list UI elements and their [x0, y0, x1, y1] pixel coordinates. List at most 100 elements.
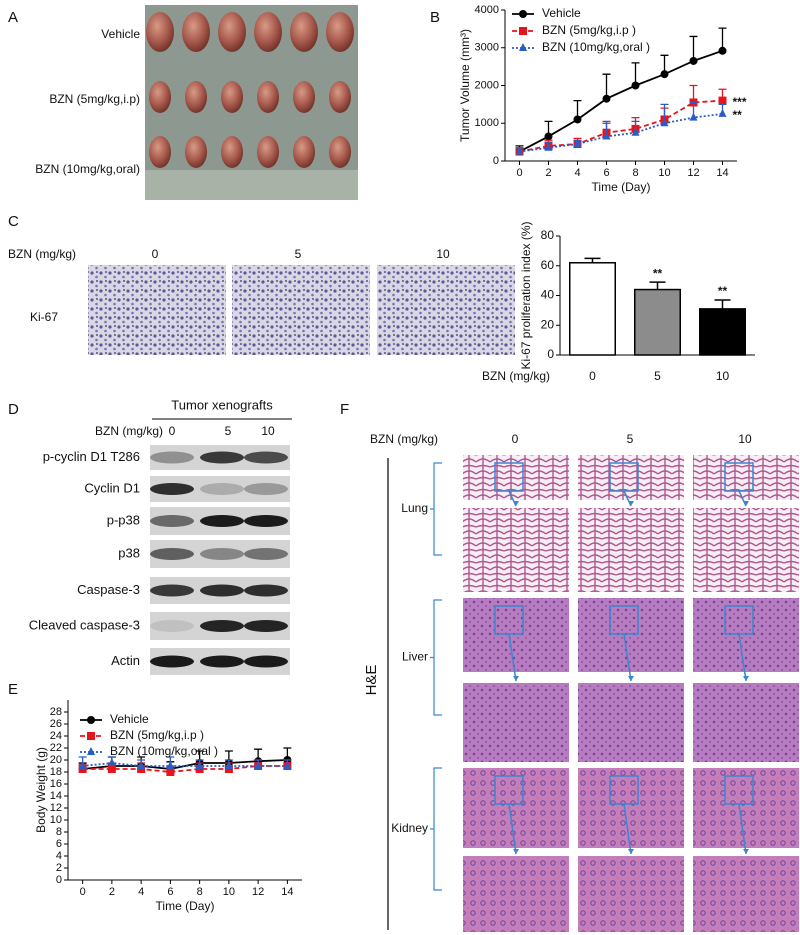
blot-title: Tumor xenografts: [171, 397, 273, 412]
band: [200, 584, 244, 597]
point: [137, 761, 146, 769]
x-tick-label: 14: [716, 167, 728, 179]
tumor: [221, 136, 243, 168]
series-line: [82, 765, 288, 773]
tissue-image: [578, 856, 684, 932]
significance: **: [733, 108, 743, 122]
x-tick-label: 4: [138, 886, 144, 898]
protein-label: Cyclin D1: [84, 480, 140, 495]
y-tick-label: 14: [50, 790, 62, 802]
y-tick-label: 28: [50, 706, 62, 718]
tissue-image: [463, 598, 569, 672]
y-tick-label: 2000: [475, 79, 499, 91]
point: [107, 758, 116, 766]
significance: **: [718, 284, 728, 298]
point: [660, 118, 669, 127]
dose-label: BZN (mg/kg): [370, 432, 438, 446]
x-tick-label: 12: [687, 167, 699, 179]
error-bar: [649, 281, 666, 290]
point: [689, 56, 698, 65]
bar: [634, 288, 681, 356]
tissue-image: [578, 508, 684, 592]
tumor: [329, 136, 351, 168]
y-tick-label: 8: [56, 826, 62, 838]
point: [689, 112, 698, 121]
arrow-head: [743, 849, 749, 854]
band: [244, 584, 288, 597]
series-line: [82, 759, 288, 770]
x-tick-label: 12: [252, 886, 264, 898]
x-tick-label: 8: [197, 886, 203, 898]
point: [166, 768, 175, 776]
tumor: [146, 12, 174, 52]
point: [78, 761, 87, 769]
arrow: [738, 803, 747, 855]
point: [573, 139, 582, 148]
point: [515, 146, 524, 155]
tumor: [254, 12, 282, 52]
x-tick-label: 5: [654, 369, 661, 383]
arrow-head: [513, 676, 519, 681]
point: [519, 43, 527, 51]
point: [718, 46, 727, 55]
band: [244, 620, 288, 632]
brace: [430, 599, 442, 716]
tissue-image: [578, 683, 684, 762]
row-label: BZN (10mg/kg,oral): [35, 162, 140, 176]
y-tick-label: 20: [541, 317, 555, 331]
legend-label: BZN (5mg/kg,i.p ): [110, 728, 204, 742]
x-tick-label: 2: [545, 167, 551, 179]
row-label: BZN (5mg/kg,i.p): [49, 92, 140, 106]
dose: 0: [152, 247, 159, 261]
point: [544, 142, 553, 151]
protein-label: Cleaved caspase-3: [29, 617, 140, 632]
panel-letter: D: [8, 401, 19, 418]
arrow-head: [743, 676, 749, 681]
tumor: [257, 81, 279, 113]
band: [244, 483, 288, 495]
point: [573, 115, 582, 124]
arrow-head: [628, 676, 634, 681]
band: [244, 451, 288, 464]
x-axis-label: BZN (mg/kg): [482, 369, 550, 383]
y-tick-label: 12: [50, 802, 62, 814]
y-tick-label: 20: [50, 754, 62, 766]
row-label: Vehicle: [101, 27, 140, 41]
legend-label: BZN (10mg/kg,oral ): [542, 40, 650, 54]
y-tick-label: 4000: [475, 4, 499, 16]
y-tick-label: 80: [541, 228, 555, 242]
stain-label: H&E: [363, 665, 380, 696]
tissue-image: [693, 455, 799, 500]
tumor: [293, 81, 315, 113]
y-tick-label: 10: [50, 814, 62, 826]
band: [200, 515, 244, 527]
band: [244, 548, 288, 560]
tissue-image: [463, 856, 569, 932]
arrow: [623, 633, 632, 682]
dose: 10: [738, 432, 752, 446]
tissue-image: [578, 455, 684, 500]
arrow-head: [743, 501, 749, 506]
tumor: [218, 12, 246, 52]
tissue-image: [578, 598, 684, 672]
point: [519, 10, 527, 18]
point: [660, 70, 669, 79]
band: [150, 515, 194, 527]
tissue-image: [463, 768, 569, 848]
x-tick-label: 0: [589, 369, 596, 383]
tumor: [149, 136, 171, 168]
point: [224, 761, 233, 769]
series-line: [519, 49, 723, 153]
series-line: [519, 99, 723, 153]
y-axis-label: Tumor Volume (mm³): [458, 29, 472, 142]
ihc-image: [377, 265, 515, 355]
point: [87, 716, 95, 724]
x-tick-label: 10: [658, 167, 670, 179]
dose: 0: [169, 424, 176, 438]
band: [200, 620, 244, 632]
tissue-image: [463, 455, 569, 500]
x-tick-label: 8: [632, 167, 638, 179]
y-tick-label: 1000: [475, 117, 499, 129]
panel-letter: F: [340, 401, 349, 418]
